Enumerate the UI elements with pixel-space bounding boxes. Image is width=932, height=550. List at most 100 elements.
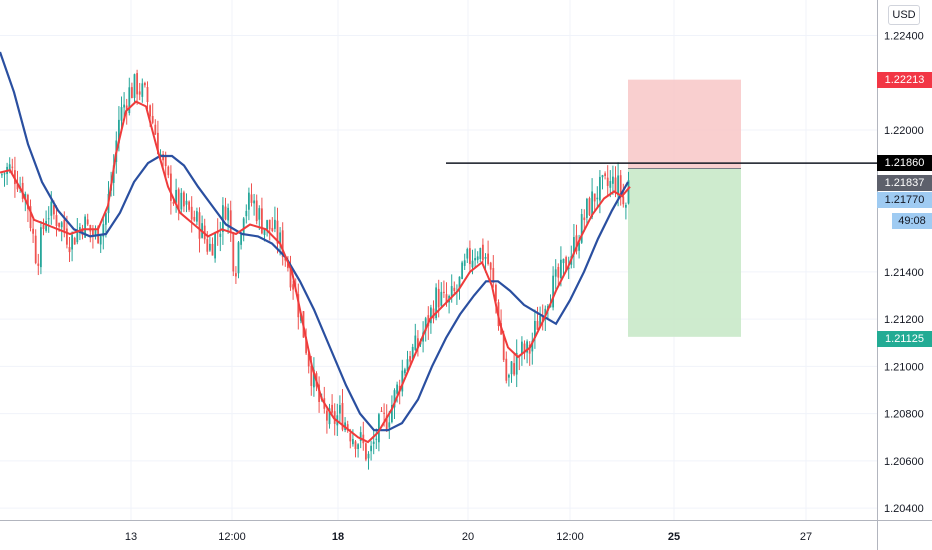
candle-body [526, 341, 528, 353]
candle-body [554, 269, 557, 277]
candle-body [292, 284, 294, 290]
candle-body [482, 244, 484, 261]
candle-body [521, 341, 523, 355]
y-tick-label: 1.21200 [884, 314, 924, 326]
candle-body [565, 257, 567, 272]
candle-body [68, 247, 71, 253]
candle-body [81, 228, 84, 236]
candle-body [401, 370, 404, 392]
price-tag: 49:08 [892, 213, 932, 229]
candle-body [580, 214, 583, 243]
candle-body [414, 335, 417, 350]
candle-body [11, 166, 14, 168]
candle-body [445, 294, 448, 303]
candle-body [63, 219, 66, 231]
candle-body [560, 259, 562, 279]
candle-body [541, 315, 544, 322]
candle-body [461, 262, 463, 280]
currency-button[interactable]: USD [888, 5, 920, 25]
candle-body [219, 233, 222, 237]
candle-body [94, 229, 97, 235]
candle-body [479, 248, 482, 260]
moving-averages [0, 51, 631, 444]
candle-body [469, 248, 471, 265]
candle-body [167, 166, 170, 176]
candle-body [185, 200, 188, 205]
candle-body [385, 415, 388, 431]
candle-body [463, 260, 466, 266]
candle-body [534, 320, 536, 338]
candle-body [523, 343, 526, 354]
candle-body [440, 291, 443, 306]
price-tag: 1.21125 [877, 331, 932, 347]
grid [0, 0, 877, 520]
price-tag: 1.21837 [877, 175, 932, 191]
candle-body [151, 115, 154, 123]
candle-body [370, 445, 372, 452]
price-tag: 1.21770 [877, 192, 932, 208]
candle-body [435, 287, 437, 319]
candle-body [471, 260, 474, 268]
candle-body [575, 235, 578, 252]
y-tick-label: 1.20600 [884, 456, 924, 468]
candle-body [354, 441, 357, 450]
candle-body [453, 287, 456, 291]
candle-body [99, 235, 102, 245]
candle-body [552, 275, 554, 308]
candle-body [162, 154, 164, 161]
candle-body [180, 192, 183, 210]
candle-body [625, 204, 627, 208]
candle-body [614, 177, 617, 194]
candle-body [250, 194, 253, 203]
candle-body [430, 307, 432, 324]
candle-body [118, 119, 120, 144]
candle-body [211, 243, 214, 256]
candle-body [258, 208, 261, 220]
stop-loss-zone [628, 79, 741, 169]
candle-body [149, 105, 151, 117]
candle-body [617, 175, 619, 196]
candle-body [263, 228, 266, 235]
candle-body [383, 412, 385, 414]
candle-body [528, 344, 531, 354]
candle-body [159, 154, 162, 156]
candle-body [346, 424, 349, 431]
candle-body [593, 193, 596, 202]
candle-body [396, 384, 398, 394]
candle-body [157, 132, 159, 155]
candle-body [164, 157, 167, 167]
candle-body [484, 257, 487, 259]
candle-body [60, 222, 63, 228]
slow-moving-average [0, 51, 629, 432]
candle-body [378, 414, 380, 443]
candle-body [209, 243, 211, 251]
candle-body [424, 318, 427, 332]
candle-body [417, 338, 419, 348]
candle-body [136, 73, 138, 95]
candle-body [92, 229, 94, 236]
candle-body [375, 438, 378, 440]
candle-body [450, 286, 453, 297]
x-tick-label: 20 [462, 531, 474, 543]
candle-body [328, 408, 331, 425]
candle-body [604, 173, 606, 176]
candle-body [237, 242, 240, 274]
candle-body [279, 232, 281, 245]
candle-body [29, 206, 32, 229]
candle-body [232, 233, 235, 272]
candle-body [609, 181, 612, 188]
candle-body [138, 91, 141, 95]
candle-body [567, 267, 570, 270]
candle-body [492, 268, 495, 283]
candle-body [495, 284, 497, 302]
candle-body [326, 410, 328, 421]
candle-body [586, 198, 588, 218]
candle-body [287, 263, 289, 269]
candle-body [388, 422, 391, 428]
candle-body [573, 237, 575, 255]
candle-body [591, 191, 593, 218]
candle-body [622, 196, 625, 205]
